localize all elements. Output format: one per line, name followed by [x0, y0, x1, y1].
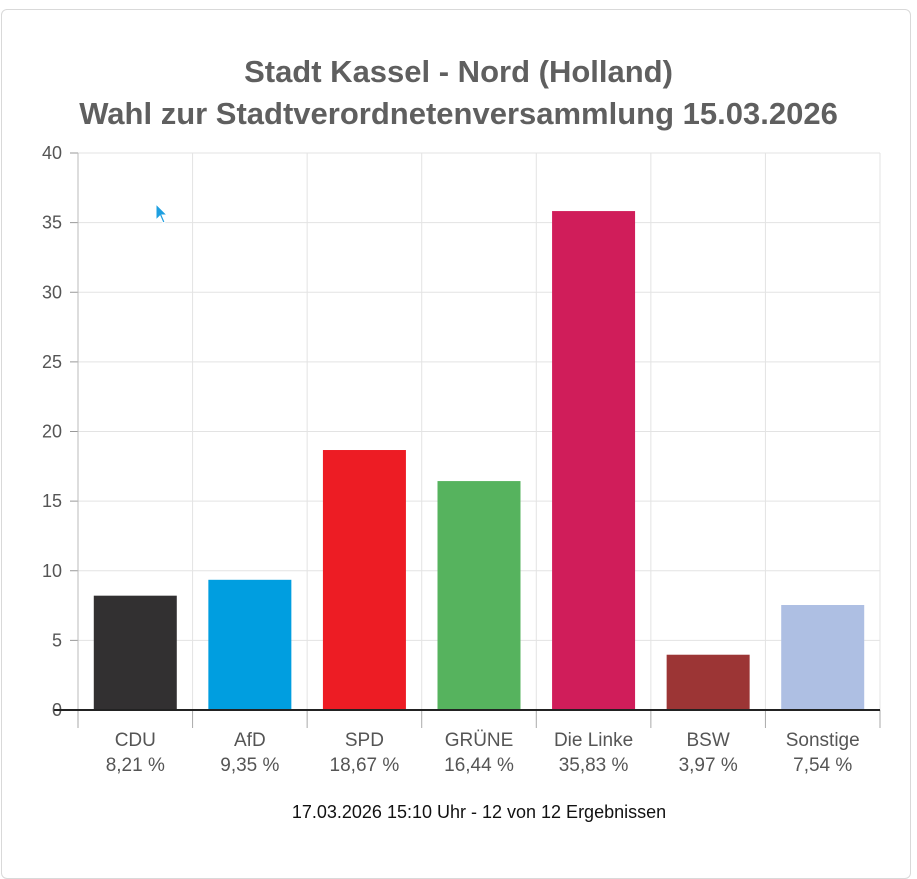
x-tick-label: BSW: [687, 730, 730, 751]
x-tick-label: GRÜNE: [445, 730, 514, 751]
bar-die-linke: [552, 211, 636, 710]
bar-bsw: [666, 654, 750, 710]
y-tick-label: 40: [42, 143, 62, 163]
value-label: 7,54 %: [793, 755, 852, 776]
chart-title: Stadt Kassel - Nord (Holland): [244, 54, 673, 89]
y-tick-label: 10: [42, 561, 62, 581]
chart-subtitle: Wahl zur Stadtverordnetenversammlung 15.…: [79, 96, 838, 131]
value-label: 8,21 %: [106, 755, 165, 776]
results-footer: 17.03.2026 15:10 Uhr - 12 von 12 Ergebni…: [291, 802, 667, 822]
bar-afd: [208, 579, 292, 710]
y-tick-label: 35: [42, 213, 62, 233]
mouse-cursor-icon: [155, 203, 169, 224]
bar-cdu: [93, 595, 177, 710]
bar-spd: [322, 450, 406, 710]
bar-sonstige: [781, 605, 865, 710]
x-tick-label: Die Linke: [554, 730, 633, 751]
y-tick-label: 15: [42, 491, 62, 511]
chart-card: [1, 9, 911, 879]
value-label: 18,67 %: [330, 755, 400, 776]
x-tick-label: SPD: [345, 730, 384, 751]
y-tick-label: 5: [52, 630, 62, 650]
x-tick-label: AfD: [234, 730, 266, 751]
y-tick-label: 20: [42, 422, 62, 442]
value-label: 3,97 %: [679, 755, 738, 776]
x-tick-label: CDU: [115, 730, 156, 751]
x-tick-label: Sonstige: [786, 730, 860, 751]
bar-grüne: [437, 481, 521, 710]
y-tick-label: 30: [42, 282, 62, 302]
value-label: 35,83 %: [559, 755, 629, 776]
value-label: 16,44 %: [444, 755, 514, 776]
y-tick-label: 25: [42, 352, 62, 372]
value-label: 9,35 %: [220, 755, 279, 776]
